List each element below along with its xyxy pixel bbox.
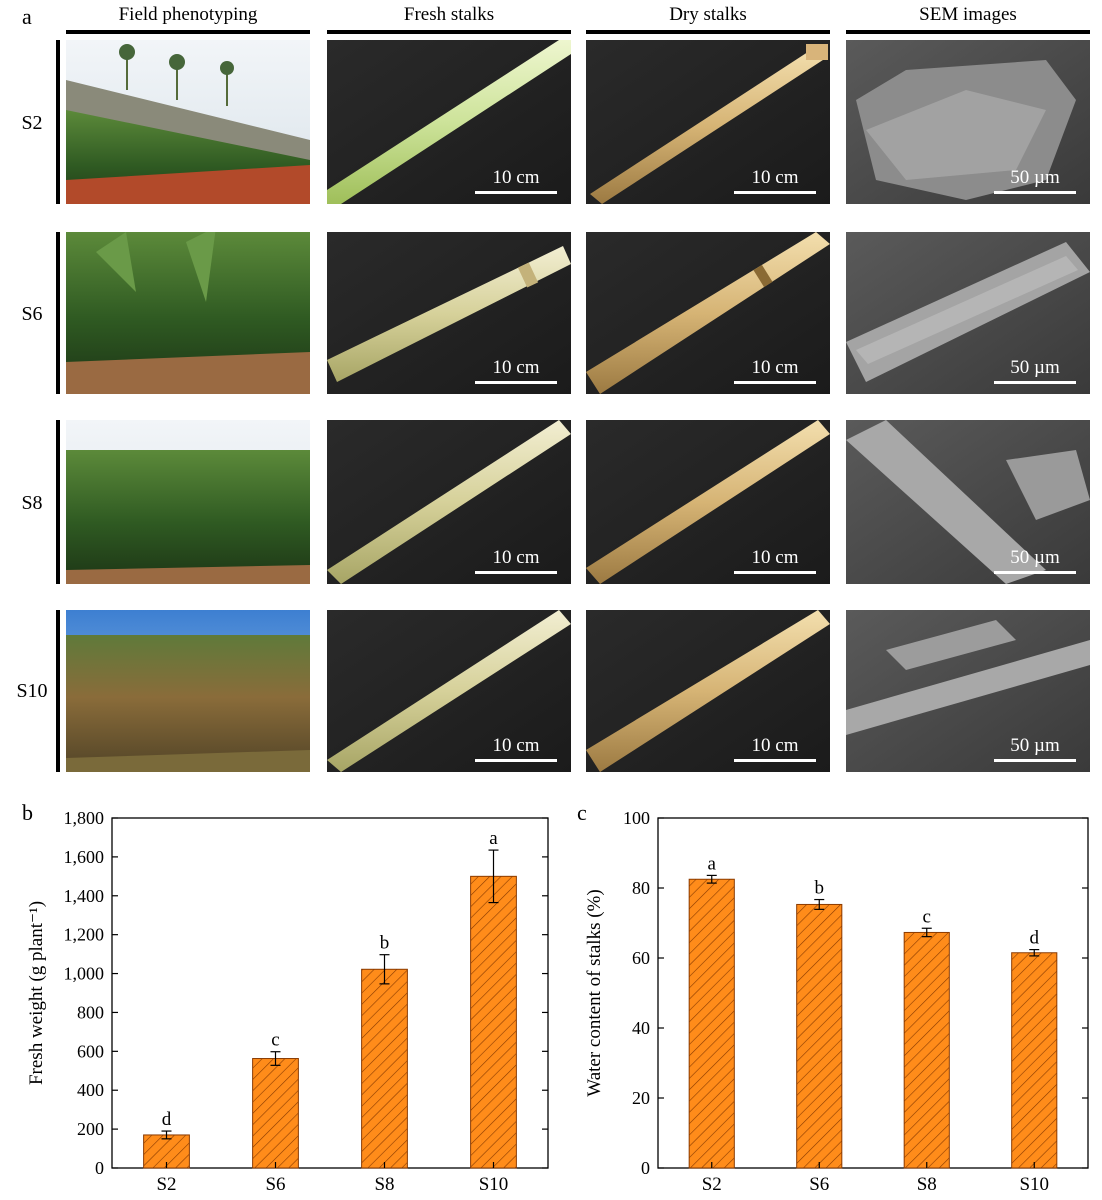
y-tick-label: 0 xyxy=(641,1158,650,1178)
field-photo-s6 xyxy=(66,232,310,394)
y-tick-label: 600 xyxy=(77,1041,104,1061)
scale-bar-10cm: 10 cm xyxy=(734,357,816,384)
y-tick-label: 1,200 xyxy=(64,925,105,945)
scale-bar-50um: 50 µm xyxy=(994,735,1076,762)
row-bar xyxy=(56,40,60,204)
x-tick-label: S8 xyxy=(374,1174,394,1195)
scale-bar-50um: 50 µm xyxy=(994,167,1076,194)
significance-letter: b xyxy=(815,878,825,899)
column-rule xyxy=(66,30,310,34)
scale-bar-50um: 50 µm xyxy=(994,357,1076,384)
x-tick-label: S2 xyxy=(156,1174,176,1195)
plot-frame xyxy=(657,817,1089,1169)
y-tick-label: 1,000 xyxy=(64,964,105,984)
panel-b-letter: b xyxy=(22,800,33,825)
field-photo-s2 xyxy=(66,40,310,204)
panel-a-letter: a xyxy=(22,4,32,29)
scale-bar-10cm: 10 cm xyxy=(475,357,557,384)
x-tick-label: S10 xyxy=(479,1174,509,1195)
column-header-dry: Dry stalks xyxy=(669,4,747,25)
y-tick-label: 40 xyxy=(632,1018,650,1038)
field-photo-s8 xyxy=(66,420,310,584)
y-tick-label: 1,800 xyxy=(64,808,105,828)
row-label-s2: S2 xyxy=(21,112,43,134)
column-rule xyxy=(846,30,1090,34)
y-tick-label: 1,600 xyxy=(64,847,105,867)
fresh-stalk-photo-s6: 10 cm xyxy=(327,232,571,394)
bar xyxy=(252,1058,299,1169)
water-content-chart: 0 20 40 60 80 100 Water content of stalks (%) a… xyxy=(584,808,1089,1195)
row-bar xyxy=(56,232,60,394)
column-header-fresh: Fresh stalks xyxy=(403,4,495,25)
y-tick-label: 200 xyxy=(77,1119,104,1139)
column-header-field: Field phenotyping xyxy=(118,4,258,25)
fresh-stalk-photo-s10: 10 cm xyxy=(327,610,571,772)
y-axis-label: Fresh weight (g plant⁻¹) xyxy=(26,901,47,1085)
x-tick-label: S10 xyxy=(1019,1174,1049,1195)
significance-letter: a xyxy=(489,828,498,849)
x-tick-label: S2 xyxy=(702,1174,722,1195)
row-bar xyxy=(56,420,60,584)
row-label-s10: S10 xyxy=(16,680,48,702)
bar xyxy=(903,931,950,1169)
dry-stalk-photo-s6: 10 cm xyxy=(586,232,830,394)
significance-letter: d xyxy=(1030,928,1040,949)
y-tick-label: 60 xyxy=(632,948,650,968)
significance-letter: c xyxy=(271,1030,279,1051)
bar xyxy=(361,968,408,1169)
bar xyxy=(1011,952,1058,1169)
y-tick-label: 1,400 xyxy=(64,886,105,906)
y-tick-label: 400 xyxy=(77,1080,104,1100)
bar xyxy=(470,875,517,1169)
x-tick-label: S8 xyxy=(917,1174,937,1195)
significance-letter: a xyxy=(708,853,717,874)
fresh-weight-chart: 0 200 400 600 800 1,000 1,200 1,400 1,600 1,800 Fr… xyxy=(26,808,549,1195)
column-header-sem: SEM images xyxy=(919,4,1017,25)
sem-image-s2: 50 µm xyxy=(846,40,1090,204)
x-tick-label: S6 xyxy=(809,1174,829,1195)
sem-image-s10: 50 µm xyxy=(846,610,1090,772)
y-tick-label: 20 xyxy=(632,1088,650,1108)
scale-bar-10cm: 10 cm xyxy=(734,547,816,574)
dry-stalk-photo-s10: 10 cm xyxy=(586,610,830,772)
row-label-s6: S6 xyxy=(21,303,43,325)
plot-frame xyxy=(111,817,549,1169)
scale-bar-10cm: 10 cm xyxy=(734,167,816,194)
scale-bar-10cm: 10 cm xyxy=(475,547,557,574)
dry-stalk-photo-s2: 10 cm xyxy=(586,40,830,204)
bar xyxy=(688,878,735,1169)
column-rule xyxy=(586,30,830,34)
y-tick-label: 100 xyxy=(623,808,650,828)
panel-c-letter: c xyxy=(577,800,587,825)
scale-bar-10cm: 10 cm xyxy=(475,735,557,762)
column-rule xyxy=(327,30,571,34)
scale-bar-50um: 50 µm xyxy=(994,547,1076,574)
x-tick-label: S6 xyxy=(265,1174,285,1195)
y-tick-label: 80 xyxy=(632,878,650,898)
row-bar xyxy=(56,610,60,772)
row-label-s8: S8 xyxy=(21,492,43,514)
scale-bar-10cm: 10 cm xyxy=(734,735,816,762)
sem-image-s6: 50 µm xyxy=(846,232,1090,394)
y-tick-label: 800 xyxy=(77,1002,104,1022)
significance-letter: d xyxy=(162,1109,172,1130)
scale-bar-10cm: 10 cm xyxy=(475,167,557,194)
field-photo-s10 xyxy=(66,610,310,772)
sem-image-s8: 50 µm xyxy=(846,420,1090,584)
y-axis-label: Water content of stalks (%) xyxy=(584,889,605,1096)
significance-letter: b xyxy=(380,933,390,954)
y-tick-label: 0 xyxy=(95,1158,104,1178)
bar xyxy=(796,903,843,1169)
dry-stalk-photo-s8: 10 cm xyxy=(586,420,830,584)
significance-letter: c xyxy=(923,906,931,927)
fresh-stalk-photo-s8: 10 cm xyxy=(327,420,571,584)
fresh-stalk-photo-s2: 10 cm xyxy=(327,40,571,204)
